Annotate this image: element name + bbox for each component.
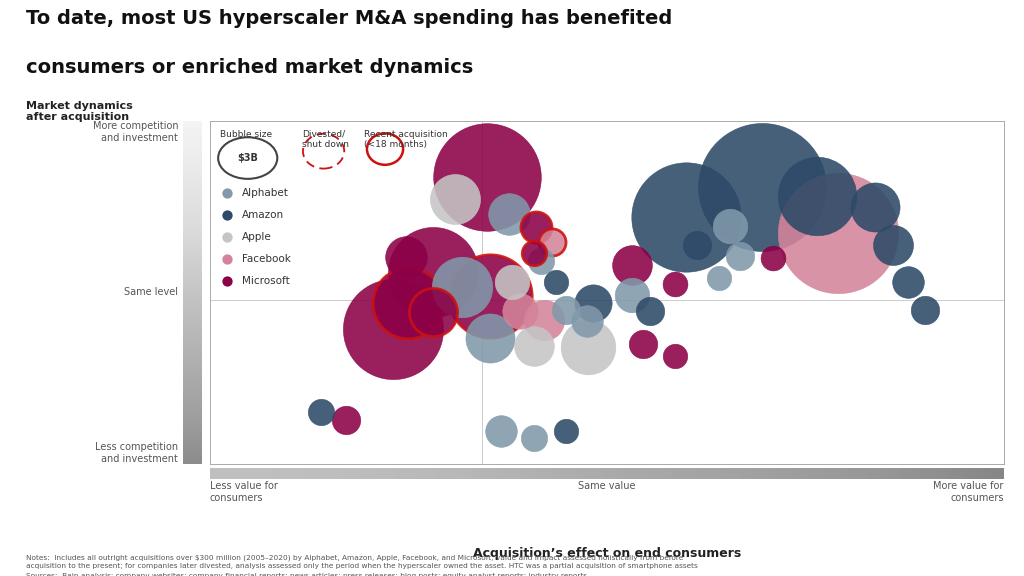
Point [808,192,824,201]
Text: Notes:  Includes all outright acquisitions over $300 million (2005–2020) by Alph: Notes: Includes all outright acquisition… [26,554,683,560]
Point [544,237,560,247]
Point [635,339,651,348]
Point [585,298,601,308]
Text: Sources:  Bain analysis; company websites; company financial reports; news artic: Sources: Bain analysis; company websites… [26,573,587,576]
Point [667,279,683,289]
Point [312,408,329,417]
Point [399,299,416,308]
Point [534,256,550,266]
Point [711,274,727,283]
Point [425,267,441,276]
Point [338,415,354,425]
Point [454,282,470,291]
Point [397,252,414,262]
Point [885,240,901,249]
Point [219,210,236,219]
Point [482,291,499,301]
Point [732,251,749,260]
Text: Same level: Same level [124,287,178,297]
Text: Amazon: Amazon [242,210,284,220]
Text: Acquisition’s effect on end consumers: Acquisition’s effect on end consumers [473,547,740,560]
Text: Less competition
and investment: Less competition and investment [95,442,178,464]
Text: Alphabet: Alphabet [242,188,289,198]
Point [754,183,770,192]
Text: More competition
and investment: More competition and investment [92,121,178,143]
Point [525,434,542,443]
Point [525,341,542,350]
Point [642,306,658,316]
Point [765,253,781,263]
Point [494,426,510,435]
Point [479,172,496,181]
Point [830,229,847,238]
Point [219,188,236,198]
Point [501,210,517,219]
Text: consumers or enriched market dynamics: consumers or enriched market dynamics [26,58,473,77]
Point [527,222,544,232]
Text: Less value for
consumers: Less value for consumers [210,481,278,502]
Point [678,213,694,222]
Point [867,203,884,212]
Point [689,240,706,249]
Point [558,426,574,435]
Text: Market dynamics
after acquisition: Market dynamics after acquisition [26,101,132,123]
Text: Same value: Same value [578,481,636,491]
Text: acquisition to the present; for companies later divested, analysis assessed only: acquisition to the present; for companie… [26,563,697,569]
Point [525,249,542,258]
Point [624,261,640,270]
Text: More value for
consumers: More value for consumers [933,481,1004,502]
Point [579,316,595,325]
Point [900,277,916,286]
Text: Apple: Apple [242,232,271,242]
Point [536,316,552,325]
Text: Microsoft: Microsoft [242,275,290,286]
Point [580,343,596,352]
Point [667,352,683,361]
Point [219,276,236,285]
Point [918,306,934,315]
Point [558,306,574,315]
Point [512,306,528,316]
Text: To date, most US hyperscaler M&A spending has benefited: To date, most US hyperscaler M&A spendin… [26,9,672,28]
Text: Facebook: Facebook [242,253,291,264]
Text: Recent acquisition
(<18 months): Recent acquisition (<18 months) [364,130,447,149]
Point [446,195,463,204]
Point [548,277,564,286]
Point [219,232,236,241]
Point [624,291,640,300]
Point [721,221,737,230]
Text: Divested/
shut down: Divested/ shut down [302,130,349,149]
Point [219,254,236,263]
Point [482,333,499,342]
Text: $3B: $3B [238,153,258,163]
Point [425,307,441,316]
Text: Bubble size: Bubble size [220,130,272,139]
Point [384,324,400,334]
Point [504,277,520,286]
